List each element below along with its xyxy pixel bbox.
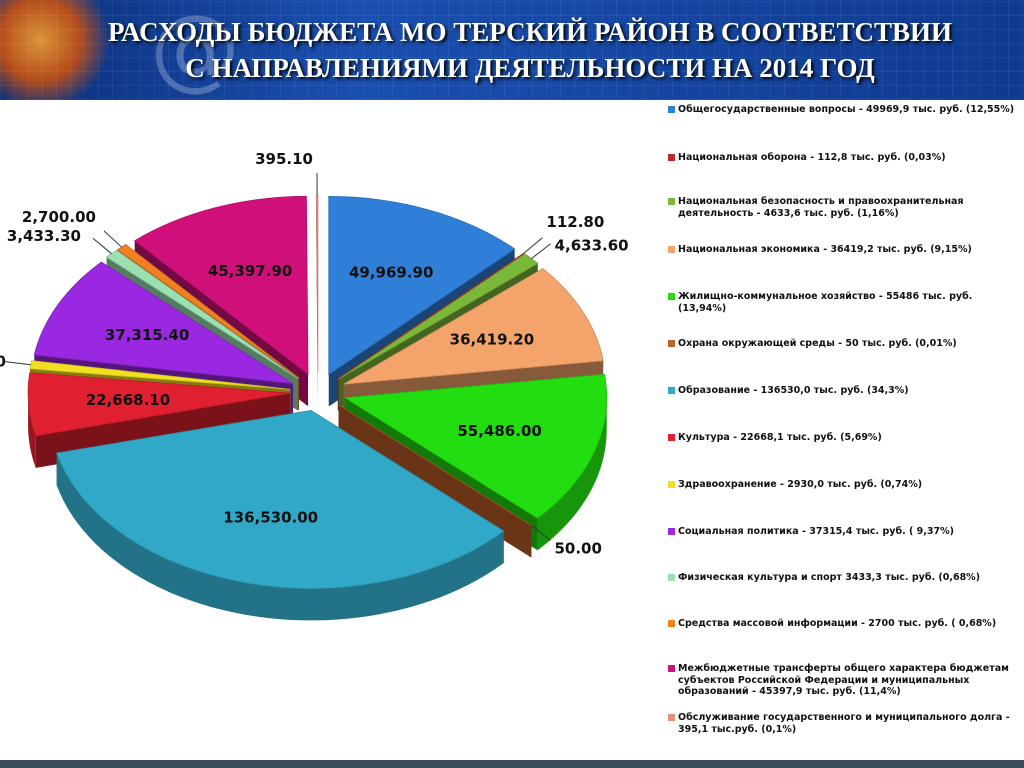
legend-swatch [668,714,675,721]
legend-item: Национальная безопасность и правоохранит… [668,196,1018,219]
legend-item: Общегосударственные вопросы - 49969,9 ты… [668,104,1018,116]
slice-label-6: 136,530.00 [223,508,318,526]
slice-label-4: 55,486.00 [457,422,541,440]
legend-item: Физическая культура и спорт 3433,3 тыс. … [668,572,1018,584]
legend-item: Обслуживание государственного и муниципа… [668,712,1018,735]
header-decoration [0,0,120,100]
legend-item: Здравоохранение - 2930,0 тыс. руб. (0,74… [668,479,1018,491]
slice-rim [537,396,607,551]
pie-slice-11 [116,244,300,379]
title-line-2: С НАПРАВЛЕНИЯМИ ДЕЯТЕЛЬНОСТИ НА 2014 ГОД [185,53,875,83]
slice-label-3: 36,419.20 [450,330,534,348]
legend-item: Средства массовой информации - 2700 тыс.… [668,618,1018,630]
pie-slice-6 [56,410,505,589]
legend-swatch [668,198,675,205]
slice-label-10: 3,433.30 [7,227,81,245]
slice-label-12: 45,397.90 [208,262,292,280]
legend-label: Обслуживание государственного и муниципа… [678,712,1010,735]
legend-label: Средства массовой информации - 2700 тыс.… [678,618,997,629]
title-line-1: РАСХОДЫ БЮДЖЕТА МО ТЕРСКИЙ РАЙОН В СООТВ… [107,17,953,47]
legend-swatch [668,154,675,161]
legend-item: Жилищно-коммунальное хозяйство - 55486 т… [668,291,1018,314]
label-leader-line [4,361,31,366]
legend-label: Жилищно-коммунальное хозяйство - 55486 т… [678,291,973,314]
at-sign-icon: @ [150,0,240,100]
slice-label-layer: 49,969.90 112.80 4,633.60 36,419.20 55,486.0… [0,150,629,557]
legend-item: Национальная оборона - 112,8 тыс. руб. (… [668,152,1018,164]
legend-label: Национальная оборона - 112,8 тыс. руб. (… [678,152,946,163]
legend-item: Культура - 22668,1 тыс. руб. (5,69%) [668,432,1018,444]
legend-label: Здравоохранение - 2930,0 тыс. руб. (0,74… [678,479,923,490]
legend-item: Национальная экономика - 36419,2 тыс. ру… [668,244,1018,256]
slice-label-9: 37,315.40 [105,326,189,344]
legend-label: Национальная экономика - 36419,2 тыс. ру… [678,244,972,255]
label-leader-line [523,237,543,254]
legend-label: Общегосударственные вопросы - 49969,9 ты… [678,104,1015,115]
slice-label-0: 49,969.90 [349,264,433,282]
legend-item: Охрана окружающей среды - 50 тыс. руб. (… [668,338,1018,350]
slice-label-13: 395.10 [255,150,313,168]
legend-swatch [668,340,675,347]
pie-slice-0 [328,196,516,376]
slice-label-1: 112.80 [546,213,604,231]
slice-label-5: 50.00 [554,539,601,557]
legend-swatch [668,528,675,535]
pie-chart: 49,969.90 112.80 4,633.60 36,419.20 55,486.0… [0,150,629,621]
legend-item: Межбюджетные трансферты общего характера… [668,663,1018,698]
pie-slice-9 [33,261,294,385]
legend-label: Образование - 136530,0 тыс. руб. (34,3%) [678,385,909,396]
slice-label-11: 2,700.00 [22,208,96,226]
slice-label-2: 4,633.60 [555,237,629,255]
slice-rim [28,389,36,468]
legend-label: Культура - 22668,1 тыс. руб. (5,69%) [678,432,882,443]
pie-slice-3 [343,268,604,385]
pie-slice-13 [315,194,319,373]
legend-label: Национальная безопасность и правоохранит… [678,196,964,219]
legend-label: Межбюджетные трансферты общего характера… [678,663,1009,697]
legend-item: Образование - 136530,0 тыс. руб. (34,3%) [668,385,1018,397]
legend-label: Социальная политика - 37315,4 тыс. руб. … [678,526,954,537]
page-title: РАСХОДЫ БЮДЖЕТА МО ТЕРСКИЙ РАЙОН В СООТВ… [60,14,1000,86]
slice-label-8: 2,930.00 [0,353,6,371]
legend-swatch [668,574,675,581]
pie-slice-7 [27,372,291,437]
pie-slice-12 [133,195,309,376]
label-leader-line [92,237,112,255]
legend-swatch [668,620,675,627]
pie-slice-8 [29,360,291,390]
legend-swatch [668,387,675,394]
footer-bar [0,760,1024,768]
legend-swatch [668,293,675,300]
slice-label-7: 22,668.10 [86,391,170,409]
legend-label: Физическая культура и спорт 3433,3 тыс. … [678,572,981,583]
header-banner: @ РАСХОДЫ БЮДЖЕТА МО ТЕРСКИЙ РАЙОН В СОО… [0,0,1024,100]
legend-swatch [668,665,675,672]
legend-swatch [668,106,675,113]
legend-label: Охрана окружающей среды - 50 тыс. руб. (… [678,338,957,349]
slice-rim [56,453,504,621]
header-grid-pattern [0,0,1024,100]
legend-item: Социальная политика - 37315,4 тыс. руб. … [668,526,1018,538]
label-leader-line [103,230,122,248]
slice-top-layer [27,194,608,589]
legend-swatch [668,481,675,488]
label-leader-line [531,525,551,541]
label-leader-line [531,243,551,260]
pie-slice-4 [343,373,608,519]
legend-swatch [668,434,675,441]
legend-swatch [668,246,675,253]
